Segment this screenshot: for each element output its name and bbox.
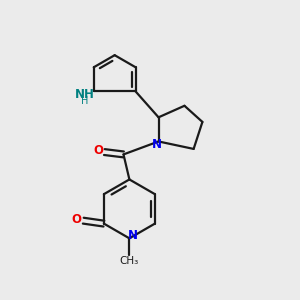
Text: O: O (72, 213, 82, 226)
Text: O: O (94, 144, 103, 157)
Text: N: N (128, 230, 138, 242)
Text: H: H (81, 96, 88, 106)
Text: NH: NH (75, 88, 95, 101)
Text: N: N (152, 138, 162, 151)
Text: CH₃: CH₃ (120, 256, 139, 266)
